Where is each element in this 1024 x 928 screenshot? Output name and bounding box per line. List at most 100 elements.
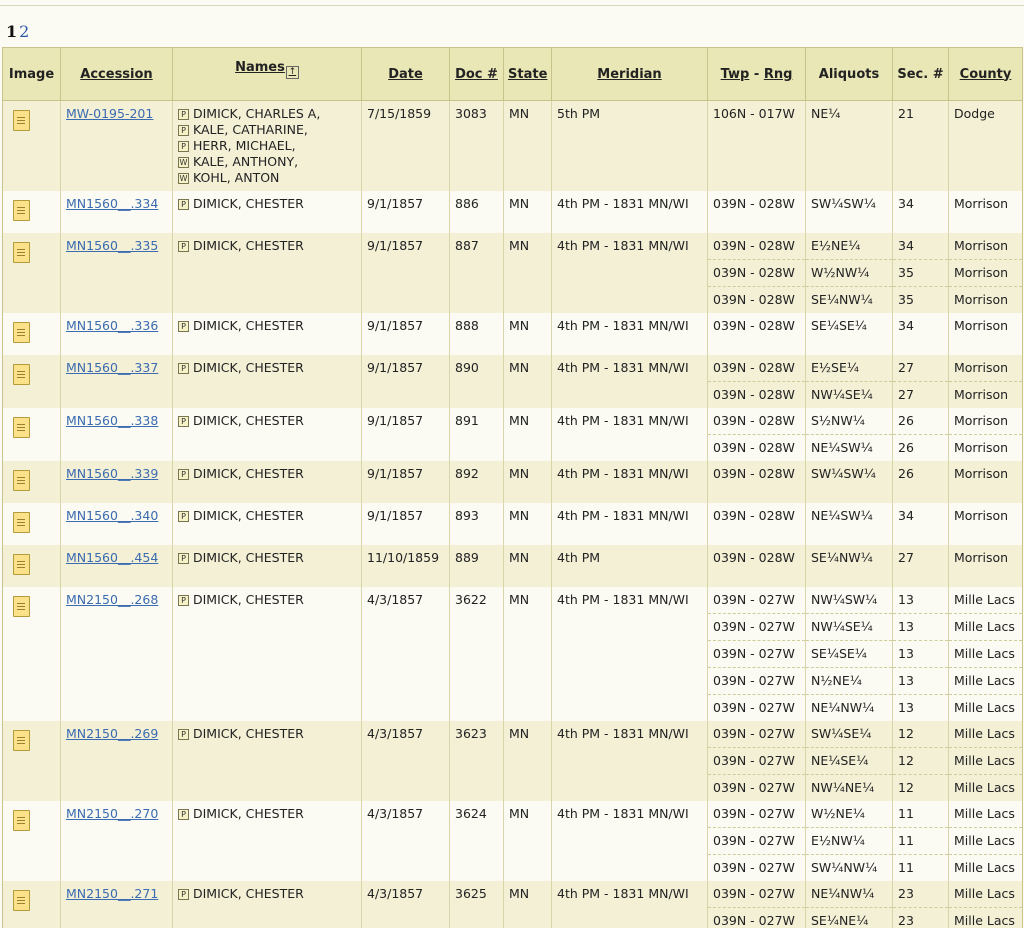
aliquot-cell-text: NW¼SW¼ bbox=[811, 592, 877, 607]
twp-rng-cell: 039N - 028W bbox=[708, 191, 806, 233]
patentee-icon: P bbox=[178, 595, 189, 606]
col-county[interactable]: County bbox=[949, 48, 1023, 101]
doc-number-cell: 886 bbox=[450, 191, 504, 233]
accession-link[interactable]: MN1560__.335 bbox=[66, 238, 158, 253]
aliquot-cell: NE¼SW¼ bbox=[806, 503, 893, 545]
county-cell-text: Mille Lacs bbox=[954, 726, 1015, 741]
col-accession[interactable]: Accession bbox=[61, 48, 173, 101]
doc-number-cell: 3083 bbox=[450, 101, 504, 191]
accession-link[interactable]: MN1560__.336 bbox=[66, 318, 158, 333]
accession-link[interactable]: MN2150__.270 bbox=[66, 806, 158, 821]
twp-rng-cell: 039N - 028W bbox=[708, 408, 806, 435]
county-cell-text: Morrison bbox=[954, 387, 1008, 402]
col-date-label[interactable]: Date bbox=[388, 67, 423, 82]
twp-rng-cell-text: 039N - 027W bbox=[713, 619, 795, 634]
section-cell: 13 bbox=[893, 695, 949, 721]
twp-rng-cell-text: 039N - 027W bbox=[713, 726, 795, 741]
section-cell-text: 34 bbox=[898, 318, 914, 333]
section-cell-text: 12 bbox=[898, 780, 914, 795]
warrantee-icon: W bbox=[178, 157, 189, 168]
date-cell-text: 4/3/1857 bbox=[367, 806, 423, 821]
document-image-icon[interactable] bbox=[13, 554, 30, 575]
twp-rng-cell-text: 039N - 028W bbox=[713, 466, 795, 481]
sort-up-icon[interactable]: ↑ bbox=[286, 66, 299, 79]
county-cell: Morrison bbox=[949, 287, 1023, 313]
document-image-icon[interactable] bbox=[13, 322, 30, 343]
twp-rng-cell: 039N - 028W bbox=[708, 313, 806, 355]
document-image-icon[interactable] bbox=[13, 512, 30, 533]
accession-link[interactable]: MN1560__.454 bbox=[66, 550, 158, 565]
state-cell: MN bbox=[504, 801, 552, 881]
accession-link[interactable]: MN2150__.268 bbox=[66, 592, 158, 607]
col-county-label[interactable]: County bbox=[960, 67, 1012, 82]
document-image-icon[interactable] bbox=[13, 242, 30, 263]
county-cell: Mille Lacs bbox=[949, 695, 1023, 721]
document-image-icon[interactable] bbox=[13, 810, 30, 831]
col-names[interactable]: Names↑ bbox=[173, 48, 362, 101]
accession-link[interactable]: MN2150__.271 bbox=[66, 886, 158, 901]
state-cell-text: MN bbox=[509, 592, 529, 607]
col-meridian-label[interactable]: Meridian bbox=[597, 67, 661, 82]
document-image-icon[interactable] bbox=[13, 730, 30, 751]
col-accession-label[interactable]: Accession bbox=[80, 67, 152, 82]
accession-link[interactable]: MN2150__.269 bbox=[66, 726, 158, 741]
document-image-icon[interactable] bbox=[13, 470, 30, 491]
county-cell: Morrison bbox=[949, 503, 1023, 545]
state-cell-text: MN bbox=[509, 466, 529, 481]
section-cell: 26 bbox=[893, 461, 949, 503]
document-image-icon[interactable] bbox=[13, 890, 30, 911]
page-link-2[interactable]: 2 bbox=[19, 22, 29, 41]
aliquot-cell: S½NW¼ bbox=[806, 408, 893, 435]
county-cell: Morrison bbox=[949, 435, 1023, 461]
col-state[interactable]: State bbox=[504, 48, 552, 101]
document-image-icon[interactable] bbox=[13, 200, 30, 221]
date-cell-text: 7/15/1859 bbox=[367, 106, 431, 121]
document-image-icon[interactable] bbox=[13, 417, 30, 438]
accession-link[interactable]: MW-0195-201 bbox=[66, 106, 153, 121]
document-image-icon[interactable] bbox=[13, 596, 30, 617]
patentee-icon: P bbox=[178, 553, 189, 564]
state-cell: MN bbox=[504, 721, 552, 801]
twp-rng-cell: 039N - 028W bbox=[708, 545, 806, 587]
date-cell-text: 9/1/1857 bbox=[367, 318, 423, 333]
col-date[interactable]: Date bbox=[362, 48, 450, 101]
accession-link[interactable]: MN1560__.337 bbox=[66, 360, 158, 375]
county-cell: Morrison bbox=[949, 355, 1023, 382]
county-cell-text: Morrison bbox=[954, 238, 1008, 253]
county-cell: Morrison bbox=[949, 313, 1023, 355]
aliquot-cell: SE¼NW¼ bbox=[806, 287, 893, 313]
col-state-label[interactable]: State bbox=[508, 67, 547, 82]
doc-number-cell-text: 888 bbox=[455, 318, 479, 333]
aliquot-cell: SE¼NW¼ bbox=[806, 545, 893, 587]
document-image-icon[interactable] bbox=[13, 364, 30, 385]
document-image-icon[interactable] bbox=[13, 110, 30, 131]
aliquot-cell: W½NE¼ bbox=[806, 801, 893, 828]
col-doc-label[interactable]: Doc # bbox=[455, 67, 498, 82]
county-cell-text: Mille Lacs bbox=[954, 592, 1015, 607]
col-twp-sep: - bbox=[749, 67, 763, 82]
accession-link[interactable]: MN1560__.338 bbox=[66, 413, 158, 428]
meridian-cell: 4th PM bbox=[552, 545, 708, 587]
accession-link[interactable]: MN1560__.334 bbox=[66, 196, 158, 211]
doc-number-cell: 3622 bbox=[450, 587, 504, 721]
date-cell-text: 11/10/1859 bbox=[367, 550, 439, 565]
accession-link[interactable]: MN1560__.339 bbox=[66, 466, 158, 481]
col-doc[interactable]: Doc # bbox=[450, 48, 504, 101]
county-cell: Mille Lacs bbox=[949, 587, 1023, 614]
col-meridian[interactable]: Meridian bbox=[552, 48, 708, 101]
section-cell: 11 bbox=[893, 855, 949, 881]
col-names-label[interactable]: Names bbox=[235, 60, 285, 75]
accession-cell: MN2150__.270 bbox=[61, 801, 173, 881]
col-twp-label[interactable]: Twp bbox=[721, 67, 750, 82]
state-cell-text: MN bbox=[509, 726, 529, 741]
accession-link[interactable]: MN1560__.340 bbox=[66, 508, 158, 523]
twp-rng-cell-text: 039N - 027W bbox=[713, 673, 795, 688]
col-rng-label[interactable]: Rng bbox=[764, 67, 793, 82]
